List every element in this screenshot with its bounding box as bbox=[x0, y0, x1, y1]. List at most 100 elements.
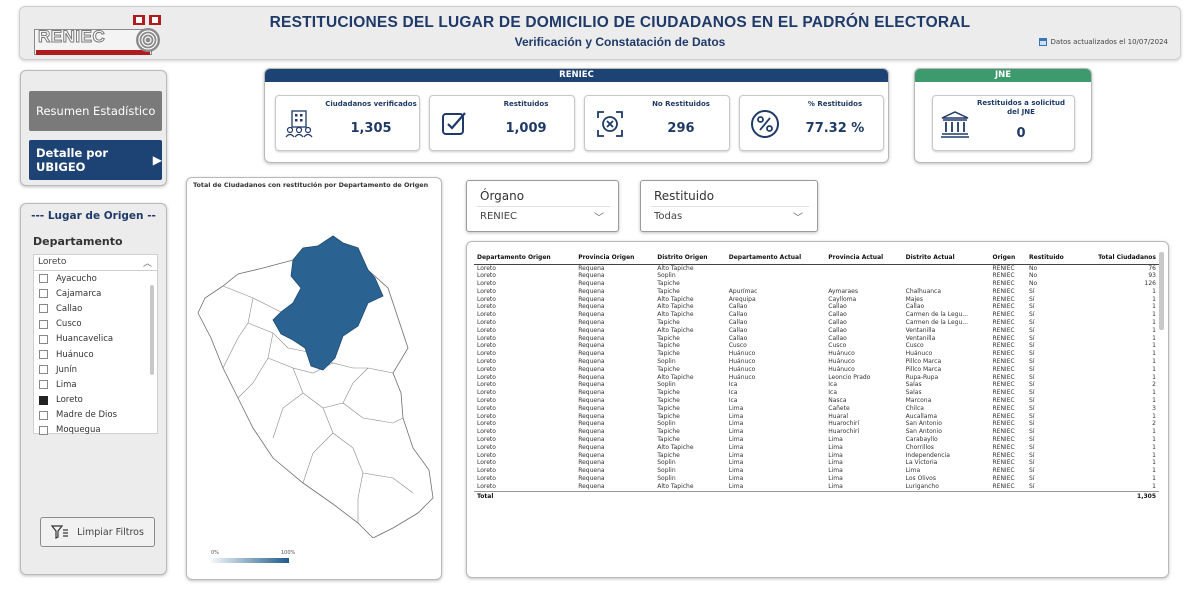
table-cell: Requena bbox=[578, 319, 605, 327]
department-checkbox[interactable] bbox=[39, 334, 48, 344]
table-row[interactable]: Loreto Requena Soplin Lima Lima La Victoria RE… bbox=[474, 459, 1159, 467]
table-row[interactable]: Loreto Requena Tapiche Callao Callao Ventanil… bbox=[474, 335, 1159, 343]
department-option[interactable]: Cusco bbox=[39, 317, 157, 332]
table-cell: 1 bbox=[1152, 397, 1156, 405]
department-checkbox[interactable] bbox=[39, 410, 48, 420]
table-row[interactable]: Loreto Requena Tapiche Apurímac Aymaraes Chal… bbox=[474, 288, 1159, 296]
table-cell bbox=[825, 280, 902, 288]
restituido-filter[interactable]: Restituido Todas ﹀ bbox=[640, 180, 818, 232]
table-cell: Carabayllo bbox=[905, 436, 938, 444]
table-row[interactable]: Loreto Requena Soplin Lima Lima Lima RENIEC Sí 1 bbox=[474, 467, 1159, 475]
table-row[interactable]: Loreto Requena Tapiche Huánuco Huánuco Huánuc… bbox=[474, 350, 1159, 358]
table-row[interactable]: Loreto Requena Tapiche Lima Huaral Aucallama R… bbox=[474, 413, 1159, 421]
department-checkbox[interactable] bbox=[39, 380, 48, 390]
department-option-label: Callao bbox=[56, 303, 83, 314]
table-row[interactable]: Loreto Requena Tapiche Lima Lima Independenci… bbox=[474, 452, 1159, 460]
clear-filters-button[interactable]: Limpiar Filtros bbox=[40, 517, 155, 547]
total-empty-cell bbox=[989, 490, 1026, 502]
table-row[interactable]: Loreto Requena Soplin Ica Ica Salas RENIEC Sí 2 bbox=[474, 381, 1159, 389]
table-cell: Cañete bbox=[828, 404, 850, 412]
table-cell: Loreto bbox=[477, 319, 496, 327]
table-cell: Lima bbox=[828, 451, 843, 459]
department-checkbox[interactable] bbox=[39, 319, 48, 329]
table-cell: 1 bbox=[1152, 459, 1156, 467]
table-cell: 126 bbox=[1144, 280, 1156, 288]
table-cell: Sí bbox=[1029, 350, 1035, 358]
table-row[interactable]: Loreto Requena Tapiche RENIEC No 126 bbox=[474, 280, 1159, 288]
department-checkbox[interactable] bbox=[39, 289, 48, 299]
department-option[interactable]: Cajamarca bbox=[39, 286, 157, 301]
department-checkbox[interactable] bbox=[39, 395, 48, 405]
department-checkbox[interactable] bbox=[39, 274, 48, 284]
column-header[interactable]: Departamento Origen bbox=[474, 251, 576, 265]
table-cell: Loreto bbox=[477, 467, 496, 475]
table-cell: La Victoria bbox=[905, 459, 938, 467]
column-header[interactable]: Total Ciudadanos bbox=[1077, 251, 1159, 265]
department-checkbox[interactable] bbox=[39, 365, 48, 375]
organo-filter[interactable]: Órgano RENIEC ﹀ bbox=[466, 180, 619, 232]
table-row[interactable]: Loreto Requena Tapiche Ica Nasca Marcona RENIE… bbox=[474, 397, 1159, 405]
table-row[interactable]: Loreto Requena Tapiche Lima Huarochirí San An… bbox=[474, 428, 1159, 436]
department-checkbox[interactable] bbox=[39, 425, 48, 435]
table-cell: Chalhuanca bbox=[905, 287, 942, 295]
table-cell: Lima bbox=[728, 412, 744, 420]
peru-department-map[interactable] bbox=[193, 208, 437, 538]
department-checkbox[interactable] bbox=[39, 350, 48, 360]
table-row[interactable]: Loreto Requena Tapiche Callao Callao Carmen d… bbox=[474, 319, 1159, 327]
table-cell: Loreto bbox=[477, 342, 496, 350]
table-cell: RENIEC bbox=[992, 428, 1015, 436]
table-cell: Cusco bbox=[728, 342, 747, 350]
summary-nav-button[interactable]: Resumen Estadístico bbox=[29, 91, 162, 131]
column-header[interactable]: Restituido bbox=[1026, 251, 1078, 265]
department-option[interactable]: Ayacucho bbox=[39, 271, 157, 286]
department-option[interactable]: Loreto bbox=[39, 393, 157, 408]
department-checkbox[interactable] bbox=[39, 304, 48, 314]
table-cell: Requena bbox=[578, 412, 605, 420]
table-row[interactable]: Loreto Requena Soplin Lima Lima Los Olivos REN… bbox=[474, 475, 1159, 483]
table-row[interactable]: Loreto Requena Alto Tapiche Callao Callao Cal… bbox=[474, 303, 1159, 311]
department-scrollbar[interactable] bbox=[150, 285, 154, 375]
table-cell: Pillco Marca bbox=[905, 365, 942, 373]
table-row[interactable]: Loreto Requena Alto Tapiche Callao Callao Car… bbox=[474, 311, 1159, 319]
table-row[interactable]: Loreto Requena Tapiche Huánuco Huánuco Pillco… bbox=[474, 366, 1159, 374]
table-cell: Loreto bbox=[477, 280, 496, 288]
table-row[interactable]: Loreto Requena Tapiche Lima Cañete Chilca RENI… bbox=[474, 405, 1159, 413]
table-row[interactable]: Loreto Requena Soplin RENIEC No 93 bbox=[474, 272, 1159, 280]
table-row[interactable]: Loreto Requena Tapiche Cusco Cusco Cusco RENIE… bbox=[474, 342, 1159, 350]
department-option-label: Lima bbox=[56, 379, 77, 390]
table-row[interactable]: Loreto Requena Tapiche Lima Lima Carabayllo RE… bbox=[474, 436, 1159, 444]
table-cell: RENIEC bbox=[992, 280, 1015, 288]
table-row[interactable]: Loreto Requena Alto Tapiche RENIEC No 76 bbox=[474, 264, 1159, 272]
column-header[interactable]: Distrito Actual bbox=[902, 251, 990, 265]
table-row[interactable]: Loreto Requena Soplin Lima Huarochirí San Ant… bbox=[474, 420, 1159, 428]
table-cell: RENIEC bbox=[992, 467, 1015, 475]
table-row[interactable]: Loreto Requena Alto Tapiche Arequipa Cayllom… bbox=[474, 296, 1159, 304]
table-row[interactable]: Loreto Requena Alto Tapiche Lima Lima Chorril… bbox=[474, 444, 1159, 452]
table-row[interactable]: Loreto Requena Alto Tapiche Callao Callao Ven… bbox=[474, 327, 1159, 335]
department-option[interactable]: Callao bbox=[39, 301, 157, 316]
table-row[interactable]: Loreto Requena Soplin Huánuco Huánuco Pillco … bbox=[474, 358, 1159, 366]
department-select[interactable]: Loreto ︿ bbox=[34, 255, 157, 271]
department-option[interactable]: Madre de Dios bbox=[39, 408, 157, 423]
table-cell: RENIEC bbox=[992, 451, 1015, 459]
table-cell: Alto Tapiche bbox=[657, 443, 694, 451]
column-header[interactable]: Distrito Origen bbox=[654, 251, 726, 265]
table-row[interactable]: Loreto Requena Alto Tapiche Huánuco Leoncio … bbox=[474, 374, 1159, 382]
detail-ubigeo-nav-button[interactable]: Detalle por UBIGEO ▶ bbox=[29, 140, 162, 180]
column-header[interactable]: Provincia Origen bbox=[575, 251, 655, 265]
table-row[interactable]: Loreto Requena Alto Tapiche Lima Lima Lurigan… bbox=[474, 483, 1159, 491]
table-cell: RENIEC bbox=[992, 389, 1015, 397]
table-row[interactable]: Loreto Requena Tapiche Ica Ica Salas RENIEC Sí 1 bbox=[474, 389, 1159, 397]
table-cell: 1 bbox=[1152, 467, 1156, 475]
column-header[interactable]: Origen bbox=[989, 251, 1026, 265]
department-option[interactable]: Huancavelica bbox=[39, 332, 157, 347]
table-cell: Nasca bbox=[828, 397, 847, 405]
column-header[interactable]: Departamento Actual bbox=[725, 251, 826, 265]
last-updated: Datos actualizados el 10/07/2024 bbox=[1038, 38, 1168, 46]
table-scrollbar[interactable] bbox=[1159, 252, 1164, 330]
department-option[interactable]: Huánuco bbox=[39, 347, 157, 362]
department-option[interactable]: Lima bbox=[39, 377, 157, 392]
department-option[interactable]: Moquegua bbox=[39, 423, 157, 438]
column-header[interactable]: Provincia Actual bbox=[825, 251, 903, 265]
department-option[interactable]: Junín bbox=[39, 362, 157, 377]
